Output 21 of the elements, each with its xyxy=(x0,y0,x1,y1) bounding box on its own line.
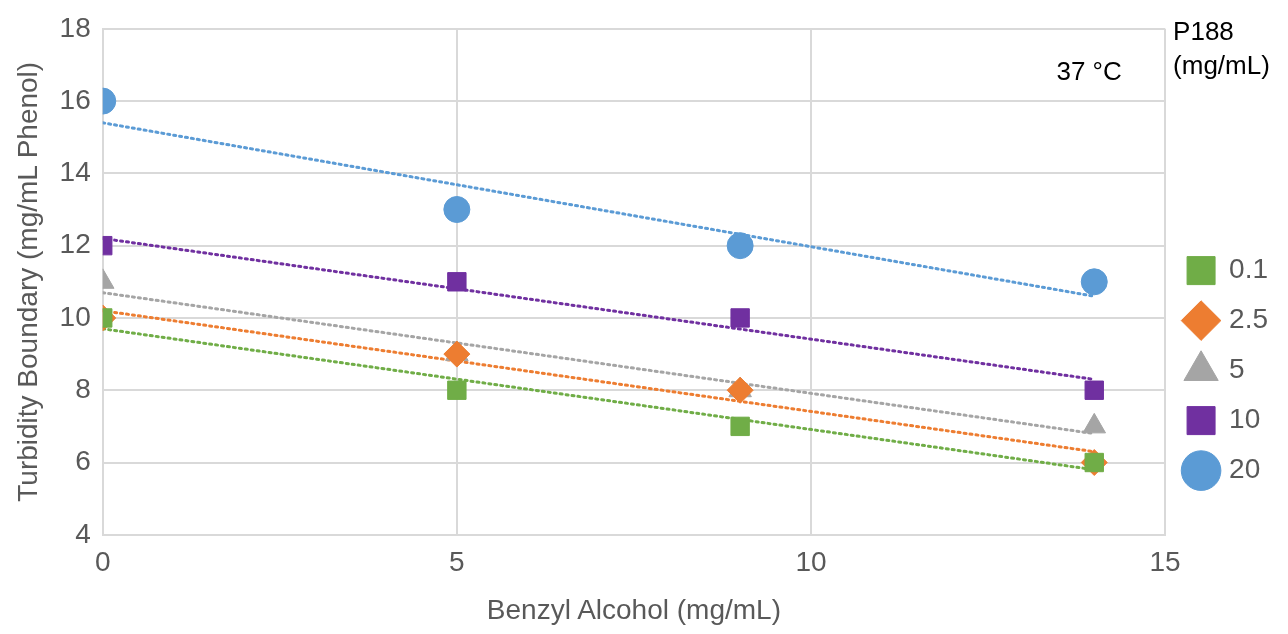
y-tick-label: 16 xyxy=(59,83,91,115)
legend-label: 0.1 xyxy=(1229,253,1269,285)
legend-label: 10 xyxy=(1229,403,1261,435)
y-axis-title: Turbidity Boundary (mg/mL Phenol) xyxy=(11,61,43,502)
y-tick-label: 12 xyxy=(59,228,91,260)
x-tick-label: 0 xyxy=(94,546,111,578)
x-tick-label: 5 xyxy=(449,546,465,578)
legend-label: 20 xyxy=(1229,453,1261,485)
x-tick-label: 10 xyxy=(795,546,827,578)
y-tick-label: 10 xyxy=(59,300,91,332)
annotation: 37 °C xyxy=(1056,55,1122,86)
y-tick-label: 8 xyxy=(75,372,91,404)
y-tick-label: 14 xyxy=(59,156,91,188)
x-axis-title: Benzyl Alcohol (mg/mL) xyxy=(486,593,781,625)
x-tick-label: 15 xyxy=(1149,546,1181,578)
legend-title: P188 (mg/mL) xyxy=(1173,16,1270,81)
y-tick-label: 18 xyxy=(59,11,91,43)
legend-label: 2.5 xyxy=(1229,303,1269,335)
y-tick-label: 6 xyxy=(75,445,91,477)
legend-label: 5 xyxy=(1229,353,1245,385)
y-tick-label: 4 xyxy=(75,517,91,549)
